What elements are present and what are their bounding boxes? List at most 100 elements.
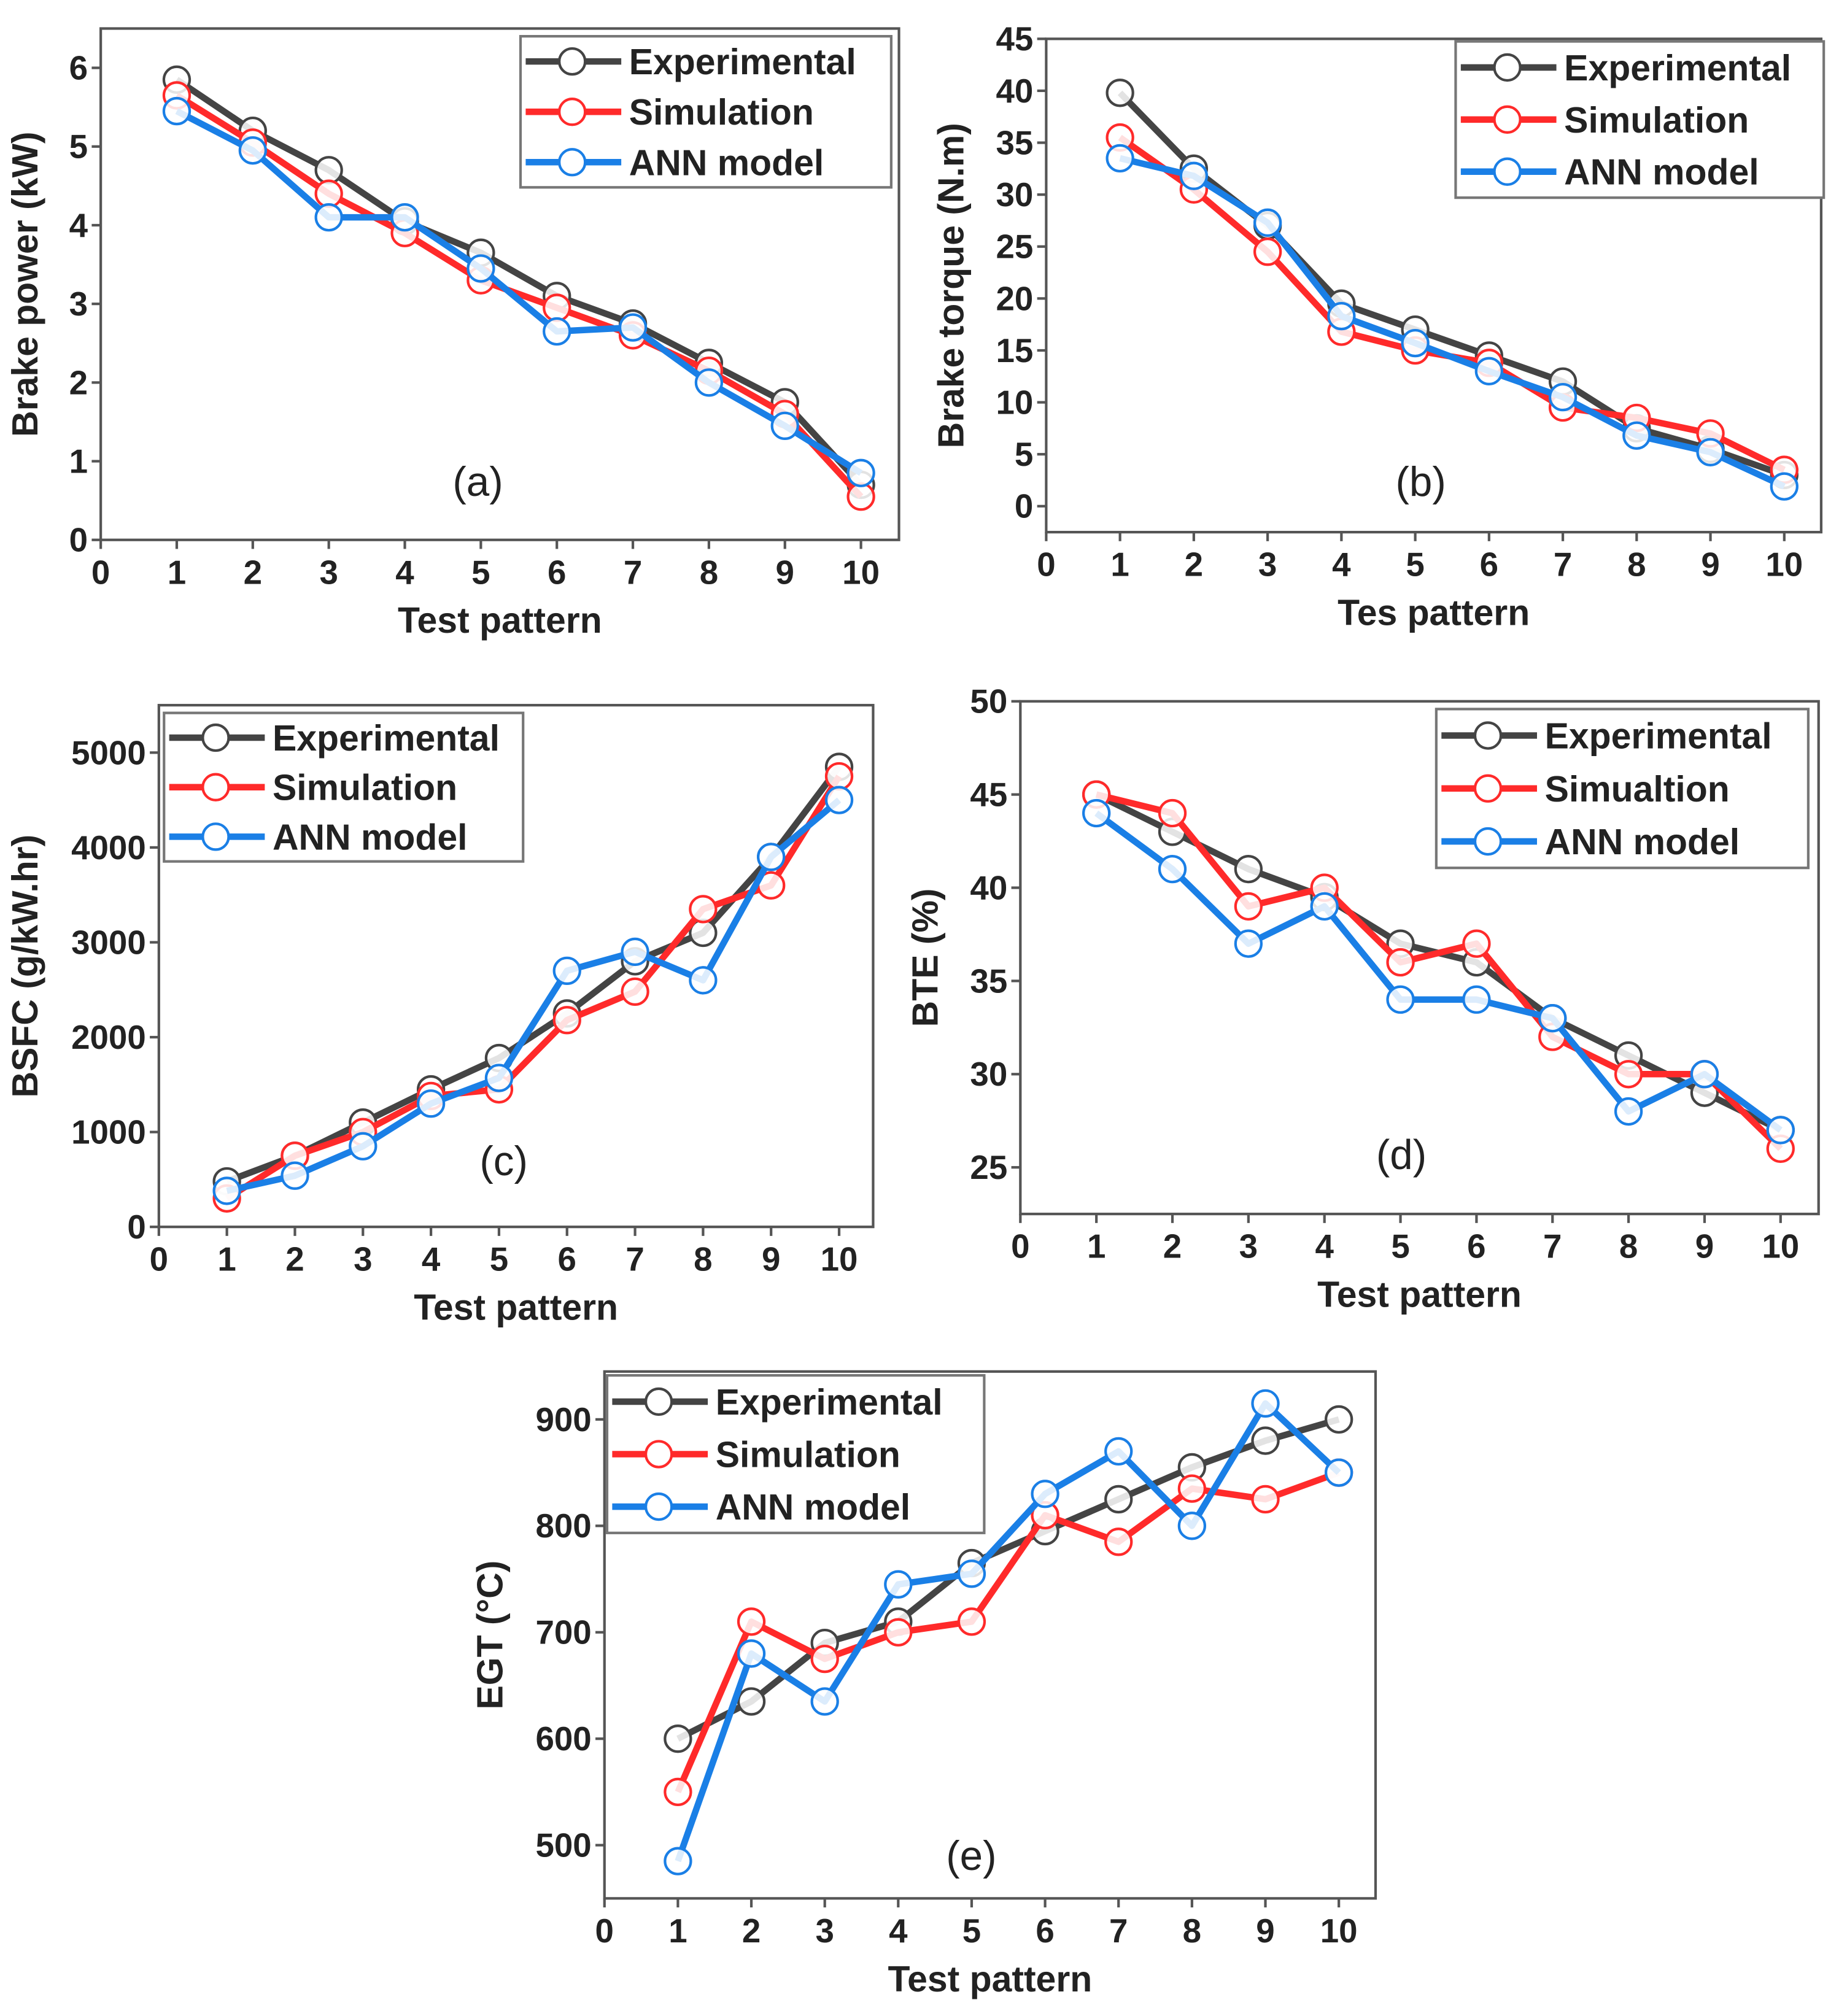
chart-panel-2: 0 1 2 3 4 5 6 7 8 9 10 0 1000 2000 3000 4000 5000 Test pa… <box>6 703 875 1328</box>
legend-label: Simulation <box>273 768 457 808</box>
x-tick-label: 9 <box>776 553 794 591</box>
data-point <box>1401 328 1430 358</box>
x-tick-label: 10 <box>1765 546 1803 584</box>
data-point <box>1158 798 1187 828</box>
data-point <box>664 1724 692 1753</box>
data-point <box>621 937 649 967</box>
data-point <box>1177 1512 1207 1540</box>
x-tick-label: 3 <box>354 1240 372 1278</box>
series-line-experimental <box>676 1416 1340 1742</box>
data-point <box>1310 892 1339 921</box>
series-line-ann-model <box>675 1400 1341 1863</box>
data-point <box>618 313 648 342</box>
data-point <box>1179 161 1209 190</box>
legend: Experimental Simulation ANN model <box>163 711 525 863</box>
plot-frame <box>99 27 900 541</box>
data-point <box>349 1132 378 1161</box>
x-tick-label: 6 <box>548 553 566 591</box>
x-tick-label: 4 <box>889 1912 908 1950</box>
data-point <box>1251 1389 1280 1418</box>
x-tick-label: 8 <box>694 1240 712 1278</box>
series-line-experimental <box>175 77 864 487</box>
legend-marker <box>1493 157 1522 186</box>
data-point <box>1325 1458 1353 1487</box>
y-tick-label: 0 <box>127 1208 145 1246</box>
data-point <box>1234 929 1263 958</box>
x-tick-label: 2 <box>742 1912 761 1950</box>
data-point <box>694 368 724 397</box>
panel-label: (e) <box>946 1833 996 1879</box>
panel-label: (c) <box>479 1138 528 1184</box>
x-tick-label: 9 <box>762 1240 780 1278</box>
data-point <box>1766 1116 1795 1145</box>
data-point <box>1105 144 1134 173</box>
y-tick-label: 30 <box>996 176 1034 214</box>
data-point <box>1031 1480 1059 1508</box>
y-tick-label: 45 <box>996 20 1034 58</box>
data-point <box>810 1644 839 1674</box>
y-axis-label: Brake torque (N.m) <box>932 123 972 448</box>
x-tick-label: 6 <box>558 1240 576 1278</box>
data-point <box>737 1639 766 1668</box>
data-point <box>314 156 343 185</box>
data-point <box>824 786 854 814</box>
data-point <box>1386 985 1415 1014</box>
y-axis-label: BTE (%) <box>906 889 946 1027</box>
data-point <box>552 1006 581 1035</box>
data-point <box>689 966 718 995</box>
plot-frame <box>603 1370 1377 1900</box>
y-tick-label: 30 <box>970 1055 1007 1093</box>
data-point <box>1462 985 1491 1014</box>
legend-label: Experimental <box>1545 717 1772 757</box>
legend-marker <box>1493 105 1522 134</box>
legend-marker <box>1473 827 1503 856</box>
legend-label: ANN model <box>1564 153 1759 193</box>
y-tick-label: 5 <box>69 128 88 166</box>
x-tick-label: 3 <box>815 1912 834 1950</box>
x-tick-label: 10 <box>842 553 880 591</box>
data-point <box>484 1064 514 1092</box>
y-tick-label: 35 <box>996 123 1034 161</box>
data-point <box>212 1176 241 1205</box>
data-point <box>1177 1474 1207 1503</box>
y-tick-label: 3000 <box>71 923 146 961</box>
panel-label: (b) <box>1395 459 1446 505</box>
data-point <box>1234 892 1263 921</box>
y-tick-label: 1 <box>69 442 88 480</box>
data-point <box>664 1777 692 1807</box>
y-axis-label: EGT (°C) <box>471 1561 511 1710</box>
x-tick-label: 4 <box>1315 1227 1334 1265</box>
legend-label: Simulation <box>1564 101 1749 141</box>
x-tick-label: 4 <box>422 1240 441 1278</box>
x-tick-label: 3 <box>1239 1227 1258 1265</box>
y-tick-label: 45 <box>970 776 1007 814</box>
legend-marker <box>558 47 587 76</box>
x-tick-label: 4 <box>395 553 414 591</box>
data-point <box>1622 421 1651 450</box>
x-tick-label: 7 <box>625 1240 644 1278</box>
data-point <box>281 1161 309 1190</box>
data-point <box>1253 238 1282 266</box>
y-tick-label: 900 <box>535 1400 591 1439</box>
data-point <box>1614 1097 1643 1126</box>
data-point <box>1104 1527 1133 1556</box>
legend-label: Experimental <box>629 42 856 82</box>
x-tick-label: 1 <box>217 1240 236 1278</box>
x-tick-label: 5 <box>490 1240 508 1278</box>
y-tick-label: 0 <box>1015 487 1033 525</box>
x-tick-label: 5 <box>1406 546 1424 584</box>
legend-label: Simulation <box>629 93 814 133</box>
data-point <box>689 895 718 924</box>
x-tick-label: 9 <box>1701 546 1719 584</box>
x-tick-label: 10 <box>1762 1227 1799 1265</box>
y-tick-label: 4 <box>69 206 88 244</box>
data-point <box>884 1618 913 1647</box>
data-point <box>543 293 571 322</box>
x-tick-label: 2 <box>244 553 262 591</box>
x-tick-label: 8 <box>1627 546 1646 584</box>
data-point <box>416 1089 446 1118</box>
data-point <box>1462 929 1491 958</box>
x-tick-label: 7 <box>1543 1227 1562 1265</box>
x-tick-label: 10 <box>821 1240 858 1278</box>
